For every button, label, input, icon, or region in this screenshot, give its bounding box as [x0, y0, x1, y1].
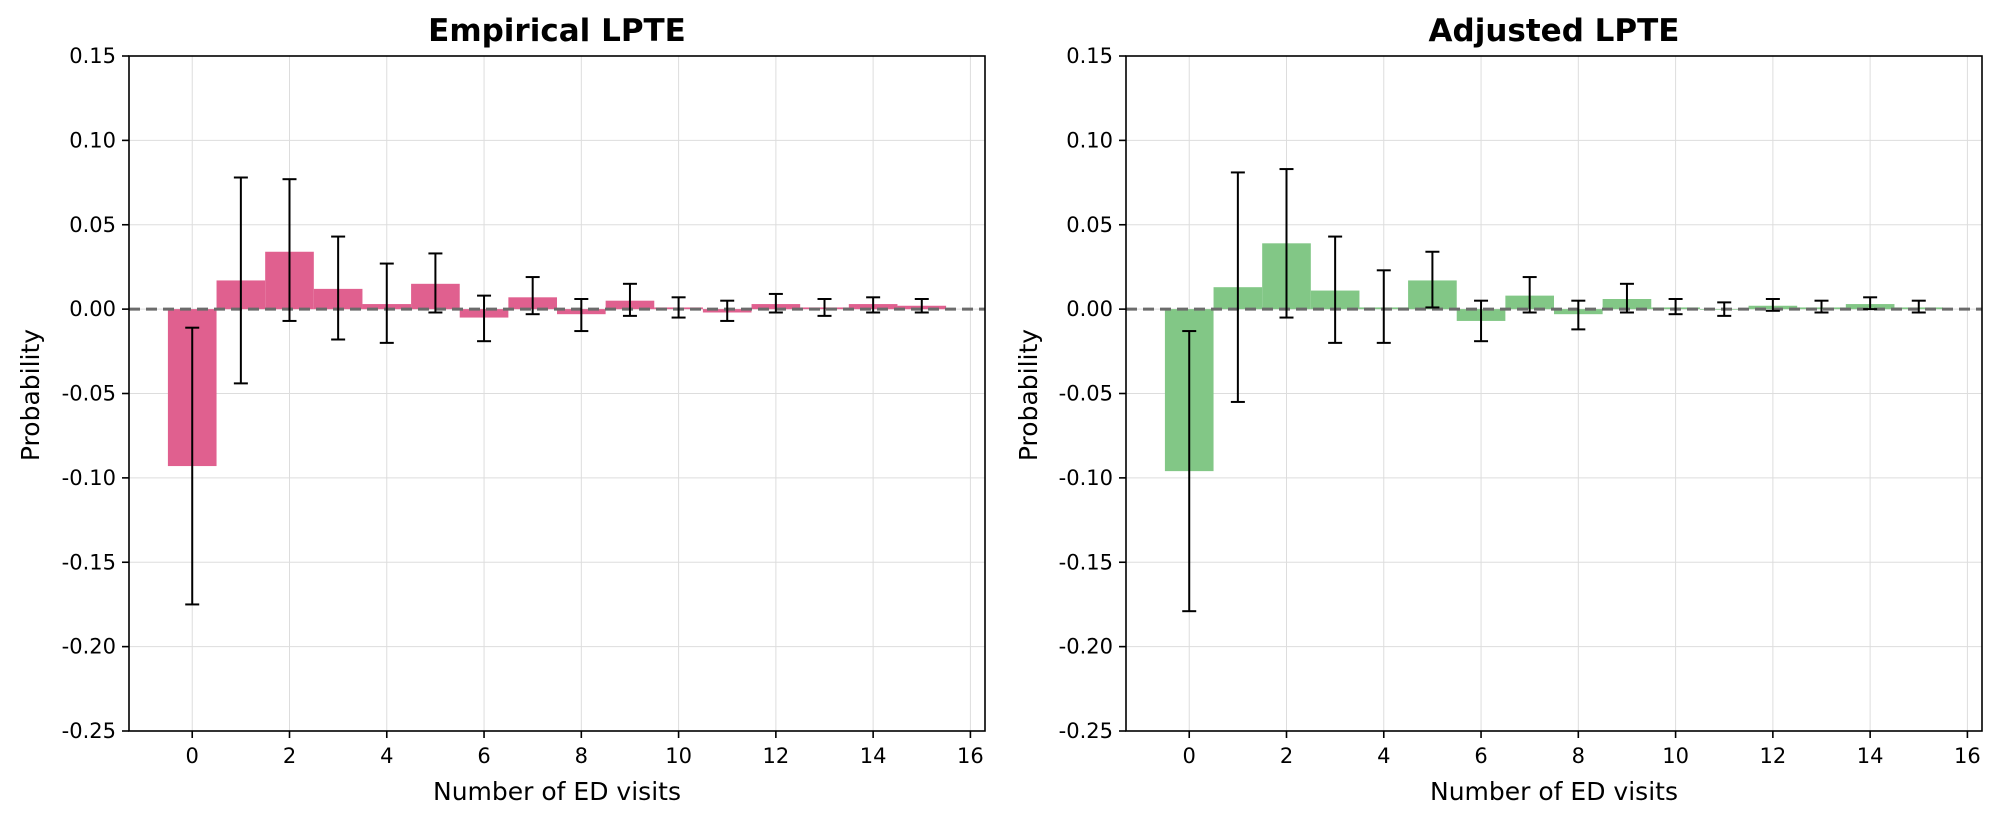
chart-panel-empirical: Empirical LPTE 0 2 4 6 8 10 12 14 16 0.15 0.10 0.0…: [16, 13, 986, 806]
error-bar: [1571, 299, 1586, 331]
error-bar: [574, 298, 589, 333]
error-bar: [1279, 168, 1294, 319]
error-bar: [233, 176, 248, 385]
chart-panel-adjusted: Adjusted LPTE 0 2 4 6 8 10 12 14 16 0.15 0.10 0.05…: [1014, 13, 1983, 806]
x-tick-label: 4: [380, 744, 393, 768]
error-bar: [914, 298, 929, 314]
x-tick-label: 14: [860, 744, 887, 768]
y-axis-ticks: 0.15 0.10 0.05 0.00 -0.05 -0.10 -0.15 -0.20 -0.2…: [62, 44, 129, 743]
error-bar: [671, 296, 686, 319]
y-axis-ticks: 0.15 0.10 0.05 0.00 -0.05 -0.10 -0.15 -0.20 -0.2…: [1059, 44, 1126, 743]
y-tick-label: -0.10: [62, 466, 116, 490]
error-bar: [185, 326, 200, 606]
x-tick-label: 0: [1183, 744, 1196, 768]
error-bar: [428, 252, 443, 314]
error-bar: [1863, 296, 1878, 311]
error-bar: [331, 235, 346, 341]
y-tick-label: 0.10: [69, 128, 116, 152]
y-tick-label: 0.00: [69, 297, 116, 321]
error-bar: [1717, 301, 1732, 317]
x-tick-label: 8: [575, 744, 588, 768]
error-bar: [622, 282, 637, 317]
x-tick-label: 12: [762, 744, 789, 768]
y-tick-label: -0.25: [62, 719, 116, 743]
x-tick-label: 10: [1662, 744, 1689, 768]
x-tick-label: 0: [186, 744, 199, 768]
y-tick-label: 0.05: [1066, 213, 1113, 237]
y-tick-label: -0.20: [1059, 635, 1113, 659]
bars: [1164, 243, 1944, 472]
x-tick-label: 16: [1954, 744, 1981, 768]
x-tick-label: 8: [1572, 744, 1585, 768]
chart-title: Adjusted LPTE: [1429, 13, 1680, 49]
x-tick-label: 2: [283, 744, 296, 768]
y-tick-label: 0.10: [1066, 128, 1113, 152]
error-bar: [1376, 269, 1391, 344]
x-axis-ticks: 0 2 4 6 8 10 12 14 16: [186, 731, 984, 768]
error-bar: [720, 299, 735, 322]
grid: [1126, 55, 1982, 732]
x-axis-label: Number of ED visits: [433, 777, 681, 806]
y-tick-label: 0.05: [69, 213, 116, 237]
error-bar: [768, 292, 783, 314]
x-tick-label: 2: [1280, 744, 1293, 768]
y-tick-label: -0.10: [1059, 466, 1113, 490]
error-bar: [525, 276, 540, 316]
error-bar: [1668, 298, 1683, 316]
error-bar: [282, 178, 297, 322]
error-bar: [1765, 298, 1780, 312]
error-bar: [1425, 250, 1440, 309]
y-tick-label: -0.05: [1059, 382, 1113, 406]
y-axis-label: Probability: [16, 329, 45, 461]
error-bar: [866, 296, 881, 314]
x-tick-label: 6: [1474, 744, 1487, 768]
x-tick-label: 6: [477, 744, 490, 768]
x-axis-ticks: 0 2 4 6 8 10 12 14 16: [1183, 731, 1981, 768]
y-tick-label: -0.25: [1059, 719, 1113, 743]
error-bar: [1328, 235, 1343, 344]
y-axis-label: Probability: [1014, 329, 1043, 461]
error-bar: [1230, 171, 1245, 403]
x-tick-label: 16: [957, 744, 984, 768]
error-bar: [1619, 282, 1634, 314]
y-tick-label: -0.20: [62, 635, 116, 659]
x-axis-label: Number of ED visits: [1430, 777, 1678, 806]
error-bars: [185, 176, 929, 606]
y-tick-label: 0.00: [1066, 297, 1113, 321]
y-tick-label: 0.15: [1066, 44, 1113, 68]
grid: [129, 55, 985, 732]
y-tick-label: 0.15: [69, 44, 116, 68]
error-bar: [1522, 276, 1537, 314]
error-bar: [379, 262, 394, 344]
x-tick-label: 14: [1857, 744, 1884, 768]
x-tick-label: 4: [1377, 744, 1390, 768]
x-tick-label: 12: [1759, 744, 1786, 768]
y-tick-label: -0.15: [62, 550, 116, 574]
error-bar: [1182, 330, 1197, 613]
error-bar: [1814, 299, 1829, 314]
y-tick-label: -0.15: [1059, 550, 1113, 574]
error-bar: [1474, 299, 1489, 343]
chart-title: Empirical LPTE: [428, 13, 686, 49]
y-tick-label: -0.05: [62, 382, 116, 406]
error-bar: [477, 294, 492, 343]
bars: [167, 251, 947, 467]
error-bar: [1911, 299, 1926, 314]
error-bars: [1182, 168, 1926, 613]
x-tick-label: 10: [665, 744, 692, 768]
error-bar: [817, 298, 832, 317]
